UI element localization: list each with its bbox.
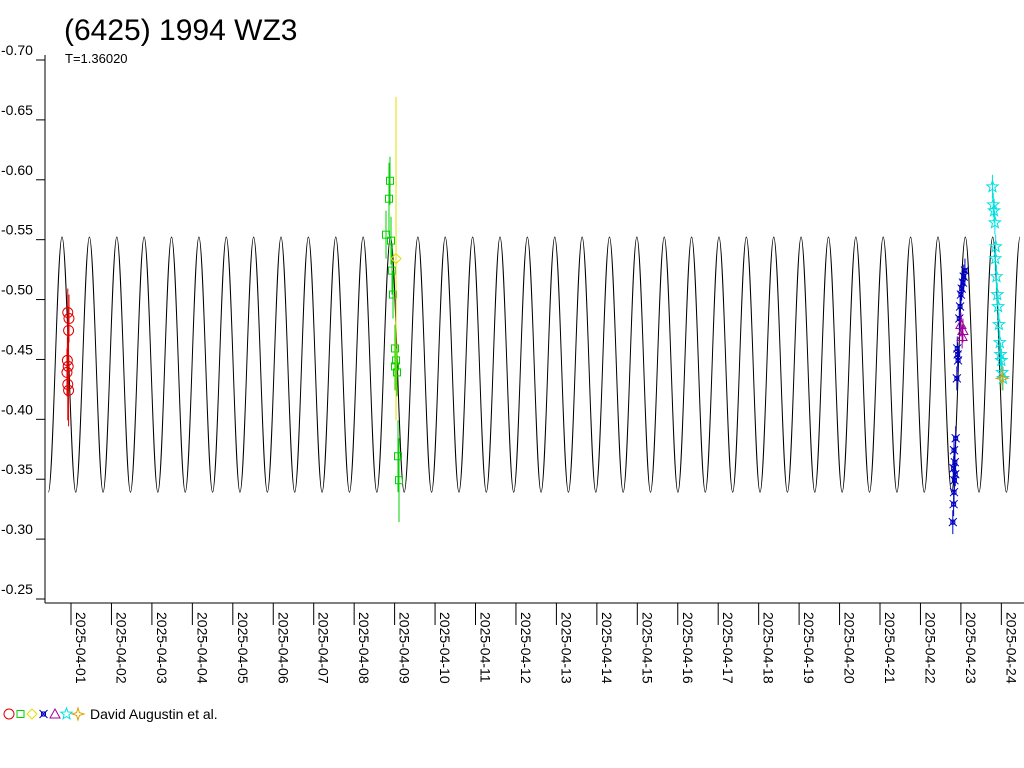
- y-tick-label: -0.50: [1, 282, 33, 298]
- y-tick-label: -0.45: [1, 341, 33, 357]
- data-point: [988, 239, 1003, 253]
- data-point: [63, 324, 75, 336]
- y-tick-label: -0.30: [1, 521, 33, 537]
- x-tick-label: 2025-04-09: [397, 612, 413, 684]
- data-point: [395, 476, 404, 485]
- data-point: [61, 366, 73, 378]
- data-point: [390, 252, 402, 265]
- data-point: [950, 469, 960, 479]
- x-tick-label: 2025-04-18: [761, 612, 777, 684]
- data-point: [956, 330, 968, 341]
- data-point: [989, 269, 1004, 283]
- x-tick-label: 2025-04-19: [801, 612, 817, 684]
- data-point: [950, 457, 960, 467]
- legend-symbol: [49, 707, 61, 719]
- y-tick-label: -0.35: [1, 461, 33, 477]
- data-point: [62, 360, 74, 372]
- x-tick-label: 2025-04-11: [478, 612, 494, 683]
- data-point: [949, 445, 959, 455]
- x-tick-label: 2025-04-22: [922, 612, 938, 684]
- legend-symbol: [26, 708, 38, 720]
- data-point: [388, 266, 397, 275]
- data-point: [949, 499, 958, 509]
- data-point: [991, 299, 1006, 313]
- chart-title: (6425) 1994 WZ3: [64, 14, 297, 47]
- x-tick-label: 2025-04-16: [680, 612, 696, 684]
- x-tick-label: 2025-04-04: [194, 612, 210, 684]
- legend-text: David Augustin et al.: [90, 706, 218, 722]
- data-point: [62, 378, 74, 390]
- x-tick-label: 2025-04-23: [963, 612, 979, 684]
- data-point: [62, 307, 74, 319]
- x-tick-label: 2025-04-12: [518, 612, 534, 684]
- x-tick-label: 2025-04-13: [558, 612, 574, 684]
- data-point: [952, 344, 962, 353]
- x-tick-label: 2025-04-06: [275, 612, 291, 684]
- y-tick-label: -0.40: [1, 401, 33, 417]
- y-tick-label: -0.70: [1, 42, 33, 58]
- data-point: [986, 203, 1002, 217]
- data-point: [994, 370, 1010, 387]
- x-tick-label: 2025-04-15: [639, 612, 655, 684]
- data-point: [63, 313, 75, 325]
- data-point: [957, 324, 969, 335]
- data-point: [994, 352, 1009, 367]
- x-tick-label: 2025-04-20: [842, 612, 858, 684]
- legend-symbol: [59, 706, 74, 721]
- x-tick-label: 2025-04-08: [356, 612, 372, 684]
- data-point: [953, 356, 963, 365]
- data-point: [394, 452, 403, 461]
- data-point: [990, 287, 1005, 301]
- data-point: [955, 302, 965, 311]
- data-point: [960, 266, 970, 275]
- x-tick-label: 2025-04-03: [154, 612, 170, 684]
- data-point: [987, 215, 1002, 229]
- data-point: [384, 194, 393, 203]
- data-point: [988, 251, 1003, 265]
- data-point: [992, 335, 1007, 349]
- data-point: [61, 354, 73, 366]
- data-point: [952, 374, 962, 383]
- y-tick-label: -0.55: [1, 222, 33, 238]
- y-tick-label: -0.65: [1, 102, 33, 118]
- model-curve: [47, 236, 1021, 493]
- data-point: [951, 433, 960, 443]
- x-tick-label: 2025-04-10: [437, 612, 453, 684]
- y-tick-label: -0.60: [1, 162, 33, 178]
- chart-subtitle: T=1.36020: [65, 51, 128, 66]
- data-point: [385, 176, 394, 185]
- data-point: [63, 384, 75, 396]
- data-point: [991, 317, 1007, 331]
- data-point: [948, 517, 958, 527]
- data-point: [985, 179, 1000, 193]
- data-point: [391, 344, 400, 353]
- x-tick-label: 2025-04-21: [882, 612, 898, 684]
- legend-symbol: [3, 708, 15, 720]
- x-tick-label: 2025-04-24: [1003, 612, 1019, 684]
- x-tick-label: 2025-04-17: [720, 612, 736, 684]
- x-tick-label: 2025-04-07: [316, 612, 332, 684]
- data-point: [387, 236, 396, 245]
- x-tick-label: 2025-04-01: [73, 612, 89, 684]
- x-tick-label: 2025-04-05: [235, 612, 251, 684]
- data-point: [391, 362, 400, 371]
- legend-symbol: [70, 706, 86, 722]
- x-tick-label: 2025-04-14: [599, 612, 615, 684]
- data-point: [392, 368, 401, 377]
- x-tick-label: 2025-04-02: [113, 612, 129, 684]
- data-point: [949, 487, 959, 497]
- data-point: [381, 230, 390, 239]
- legend-symbol: [16, 710, 25, 718]
- y-tick-label: -0.25: [1, 581, 33, 597]
- legend-symbol: [39, 709, 48, 719]
